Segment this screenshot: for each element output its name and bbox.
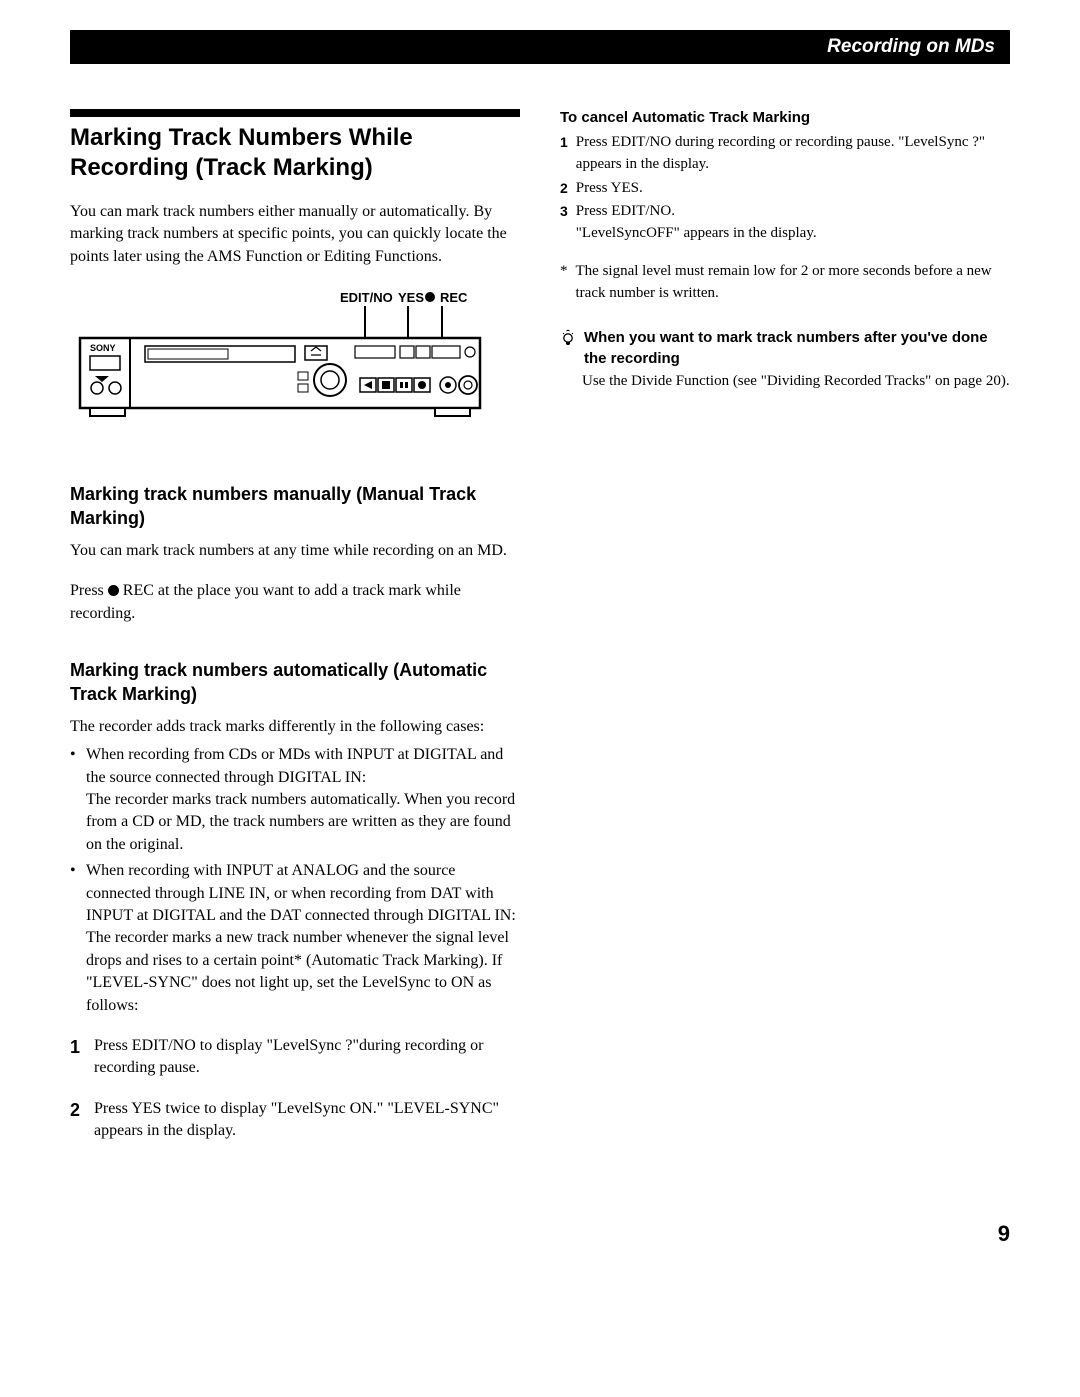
tip-head: When you want to mark track numbers afte… <box>560 328 1010 369</box>
header-bar: Recording on MDs <box>70 30 1010 64</box>
list-item: 1 Press EDIT/NO to display "LevelSync ?"… <box>70 1035 520 1080</box>
step-text: Press EDIT/NO. "LevelSyncOFF" appears in… <box>576 201 817 245</box>
auto-bullets: When recording from CDs or MDs with INPU… <box>70 744 520 1017</box>
device-diagram: EDIT/NO YES REC SONY <box>70 288 520 443</box>
step-number: 1 <box>560 132 568 176</box>
bullet-text: When recording from CDs or MDs with INPU… <box>86 746 515 853</box>
rec-dot-icon <box>425 292 435 302</box>
device-svg: EDIT/NO YES REC SONY <box>70 288 490 438</box>
list-item: 2 Press YES twice to display "LevelSync … <box>70 1098 520 1143</box>
tip-block: When you want to mark track numbers afte… <box>560 328 1010 392</box>
manual-p1: You can mark track numbers at any time w… <box>70 540 520 562</box>
list-item: 2 Press YES. <box>560 178 1010 200</box>
step-text: Press EDIT/NO to display "LevelSync ?"du… <box>94 1035 520 1080</box>
footnote-mark: * <box>560 261 568 305</box>
list-item: When recording with INPUT at ANALOG and … <box>70 860 520 1017</box>
list-item: 1 Press EDIT/NO during recording or reco… <box>560 132 1010 176</box>
diagram-label-yes: YES <box>398 290 424 305</box>
manual-p2-pre: Press <box>70 582 108 599</box>
right-column: To cancel Automatic Track Marking 1 Pres… <box>560 109 1010 1161</box>
bullet-text: When recording with INPUT at ANALOG and … <box>86 862 516 1013</box>
step-number: 2 <box>560 178 568 200</box>
manual-heading: Marking track numbers manually (Manual T… <box>70 483 520 530</box>
diagram-brand: SONY <box>90 343 116 353</box>
rec-dot-icon <box>108 585 119 596</box>
diagram-label-editno: EDIT/NO <box>340 290 393 305</box>
auto-lead: The recorder adds track marks differentl… <box>70 716 520 738</box>
left-column: Marking Track Numbers While Recording (T… <box>70 109 520 1161</box>
manual-p2: Press REC at the place you want to add a… <box>70 580 520 625</box>
intro-paragraph: You can mark track numbers either manual… <box>70 201 520 268</box>
step-text: Press YES. <box>576 178 643 200</box>
step-text: Press EDIT/NO during recording or record… <box>576 132 1010 176</box>
step-text: Press YES twice to display "LevelSync ON… <box>94 1098 520 1143</box>
cancel-heading: To cancel Automatic Track Marking <box>560 109 1010 126</box>
auto-heading: Marking track numbers automatically (Aut… <box>70 659 520 706</box>
step-number: 3 <box>560 201 568 245</box>
footnote: * The signal level must remain low for 2… <box>560 261 1010 305</box>
step-number: 2 <box>70 1098 80 1143</box>
tip-body: Use the Divide Function (see "Dividing R… <box>582 371 1010 393</box>
lightbulb-icon <box>560 329 576 347</box>
manual-p2-post: REC at the place you want to add a track… <box>70 582 461 621</box>
list-item: 3 Press EDIT/NO. "LevelSyncOFF" appears … <box>560 201 1010 245</box>
diagram-label-rec: REC <box>440 290 468 305</box>
footnote-text: The signal level must remain low for 2 o… <box>576 261 1011 305</box>
page: Recording on MDs Marking Track Numbers W… <box>0 0 1080 1297</box>
content-columns: Marking Track Numbers While Recording (T… <box>70 109 1010 1161</box>
auto-steps: 1 Press EDIT/NO to display "LevelSync ?"… <box>70 1035 520 1143</box>
header-label: Recording on MDs <box>827 36 995 58</box>
list-item: When recording from CDs or MDs with INPU… <box>70 744 520 856</box>
tip-title: When you want to mark track numbers afte… <box>584 328 1010 369</box>
cancel-steps: 1 Press EDIT/NO during recording or reco… <box>560 132 1010 245</box>
title-rule <box>70 109 520 117</box>
page-number: 9 <box>70 1221 1010 1247</box>
step-number: 1 <box>70 1035 80 1080</box>
page-title: Marking Track Numbers While Recording (T… <box>70 123 520 183</box>
